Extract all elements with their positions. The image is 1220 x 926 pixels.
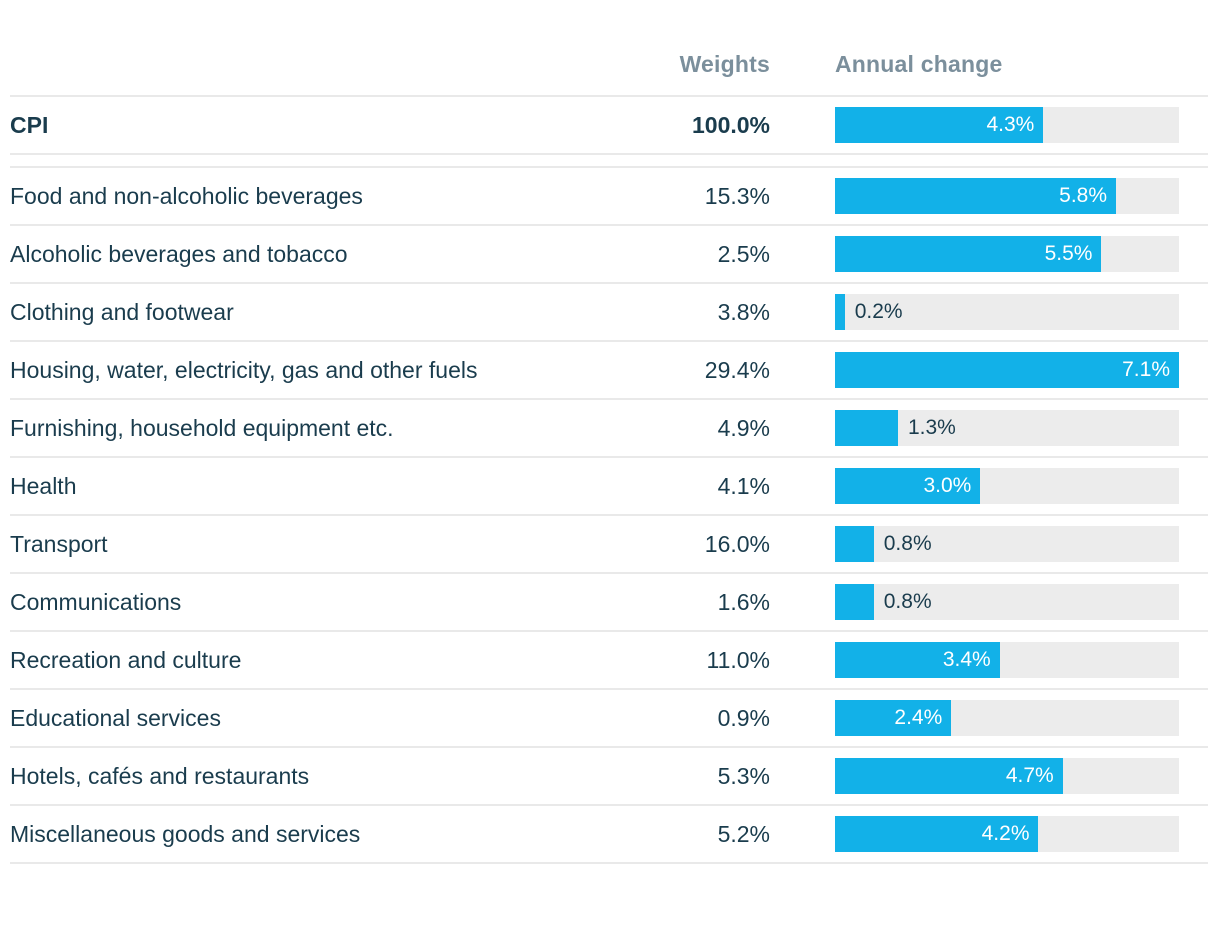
category-label: Communications xyxy=(10,589,182,615)
bar-fill xyxy=(835,352,1179,388)
weight-value: 0.9% xyxy=(717,704,770,731)
column-header-annual-change: Annual change xyxy=(835,51,1003,77)
bar-value-label: 2.4% xyxy=(894,706,943,729)
weight-value: 5.3% xyxy=(717,762,770,789)
bar-track: 4.3% xyxy=(835,107,1179,143)
category-label: Health xyxy=(10,473,77,499)
table-row: Educational services 0.9% 2.4% xyxy=(10,688,1208,746)
bar-value-label: 0.2% xyxy=(854,300,903,323)
bar-value-label: 0.8% xyxy=(883,590,932,613)
category-label: Clothing and footwear xyxy=(10,299,234,325)
category-label: Food and non-alcoholic beverages xyxy=(10,183,363,209)
table-body: CPI 100.0% 4.3% Food and non-alcoholic b… xyxy=(10,95,1208,864)
category-label: Hotels, cafés and restaurants xyxy=(10,763,310,789)
table-row: Furnishing, household equipment etc. 4.9… xyxy=(10,398,1208,456)
category-label: Furnishing, household equipment etc. xyxy=(10,415,394,441)
bar-fill xyxy=(835,294,845,330)
annual-change-cell: 7.1% xyxy=(835,352,1179,388)
category-label: Housing, water, electricity, gas and oth… xyxy=(10,357,478,383)
table-row: Hotels, cafés and restaurants 5.3% 4.7% xyxy=(10,746,1208,804)
table-row: Miscellaneous goods and services 5.2% 4.… xyxy=(10,804,1208,864)
bar-fill xyxy=(835,178,1116,214)
bar-fill xyxy=(835,468,981,504)
bar-track: 2.4% xyxy=(835,700,1179,736)
bar-value-label: 4.2% xyxy=(981,822,1030,845)
table-row: Transport 16.0% 0.8% xyxy=(10,514,1208,572)
bar-track: 0.8% xyxy=(835,526,1179,562)
cpi-components-chart: Weights Annual change CPI 100.0% 4.3% Fo… xyxy=(10,0,1208,864)
bar-fill xyxy=(835,758,1063,794)
annual-change-cell: 4.2% xyxy=(835,816,1179,852)
weight-value: 5.2% xyxy=(717,820,770,847)
bar-track: 3.0% xyxy=(835,468,1179,504)
bar-value-label: 0.8% xyxy=(883,532,932,555)
bar-value-label: 1.3% xyxy=(907,416,956,439)
bar-value-label: 5.8% xyxy=(1059,184,1108,207)
bar-track: 4.2% xyxy=(835,816,1179,852)
table-row: Housing, water, electricity, gas and oth… xyxy=(10,340,1208,398)
category-label: Educational services xyxy=(10,705,221,731)
bar-value-label: 5.5% xyxy=(1044,242,1093,265)
bar-fill xyxy=(835,642,1000,678)
bar-value-label: 3.4% xyxy=(942,648,991,671)
category-label: CPI xyxy=(10,112,49,138)
bar-fill xyxy=(835,107,1044,143)
bar-fill xyxy=(835,584,874,620)
table-row: Health 4.1% 3.0% xyxy=(10,456,1208,514)
bar-track: 3.4% xyxy=(835,642,1179,678)
bar-value-label: 4.7% xyxy=(1005,764,1054,787)
table-row: Recreation and culture 11.0% 3.4% xyxy=(10,630,1208,688)
annual-change-cell: 0.2% xyxy=(835,294,1179,330)
bar-track: 1.3% xyxy=(835,410,1179,446)
table-row: CPI 100.0% 4.3% xyxy=(10,95,1208,153)
bar-fill xyxy=(835,816,1039,852)
annual-change-cell: 2.4% xyxy=(835,700,1179,736)
weight-value: 16.0% xyxy=(704,530,770,557)
category-label: Recreation and culture xyxy=(10,647,242,673)
weight-value: 4.1% xyxy=(717,472,770,499)
bar-value-label: 3.0% xyxy=(923,474,972,497)
bar-fill xyxy=(835,410,898,446)
bar-value-label: 4.3% xyxy=(986,113,1035,136)
table-row: Alcoholic beverages and tobacco 2.5% 5.5… xyxy=(10,224,1208,282)
weight-value: 100.0% xyxy=(691,111,770,138)
annual-change-cell: 5.8% xyxy=(835,178,1179,214)
annual-change-cell: 5.5% xyxy=(835,236,1179,272)
category-label: Alcoholic beverages and tobacco xyxy=(10,241,348,267)
annual-change-cell: 0.8% xyxy=(835,584,1179,620)
weight-value: 2.5% xyxy=(717,240,770,267)
category-label: Transport xyxy=(10,531,108,557)
annual-change-cell: 3.4% xyxy=(835,642,1179,678)
weight-value: 1.6% xyxy=(717,588,770,615)
annual-change-cell: 4.3% xyxy=(835,107,1179,143)
weight-value: 11.0% xyxy=(706,646,770,673)
bar-fill xyxy=(835,236,1102,272)
annual-change-cell: 1.3% xyxy=(835,410,1179,446)
table-row: Communications 1.6% 0.8% xyxy=(10,572,1208,630)
bar-track: 5.5% xyxy=(835,236,1179,272)
weight-value: 29.4% xyxy=(704,356,770,383)
bar-track: 0.2% xyxy=(835,294,1179,330)
annual-change-cell: 3.0% xyxy=(835,468,1179,504)
table-row: Food and non-alcoholic beverages 15.3% 5… xyxy=(10,166,1208,224)
weight-value: 15.3% xyxy=(704,182,770,209)
category-label: Miscellaneous goods and services xyxy=(10,821,361,847)
bar-value-label: 7.1% xyxy=(1122,358,1170,381)
weight-value: 3.8% xyxy=(717,298,770,325)
section-divider xyxy=(10,153,1208,166)
bar-track: 0.8% xyxy=(835,584,1179,620)
bar-track: 4.7% xyxy=(835,758,1179,794)
bar-fill xyxy=(835,526,874,562)
annual-change-cell: 4.7% xyxy=(835,758,1179,794)
annual-change-cell: 0.8% xyxy=(835,526,1179,562)
table-row: Clothing and footwear 3.8% 0.2% xyxy=(10,282,1208,340)
bar-track: 7.1% xyxy=(835,352,1179,388)
bar-track: 5.8% xyxy=(835,178,1179,214)
column-header-weights: Weights xyxy=(679,51,770,77)
column-header-row: Weights Annual change xyxy=(10,0,1208,95)
bar-fill xyxy=(835,700,952,736)
weight-value: 4.9% xyxy=(717,414,770,441)
